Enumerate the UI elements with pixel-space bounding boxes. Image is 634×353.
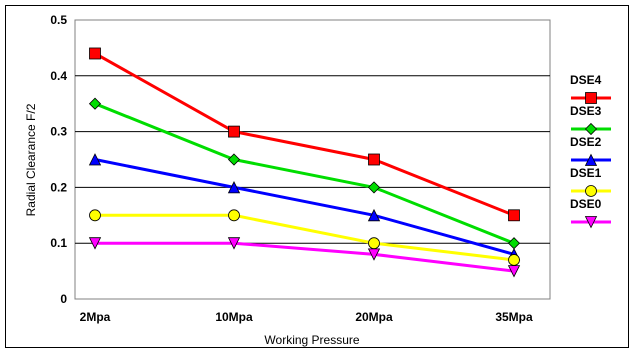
data-point: [228, 125, 240, 138]
data-point: [227, 153, 241, 166]
series-dse0: [88, 237, 521, 278]
data-point: [88, 237, 102, 250]
x-tick-label: 2Mpa: [80, 310, 111, 324]
legend-item: DSE0: [570, 197, 611, 229]
legend-swatch-marker: [584, 153, 598, 166]
legend-swatch-marker: [585, 92, 597, 104]
y-tick-label: 0.5: [50, 13, 67, 27]
data-point: [89, 209, 101, 222]
data-point: [507, 265, 521, 278]
data-point: [227, 237, 241, 250]
data-point: [89, 47, 101, 60]
data-point: [367, 208, 381, 222]
y-tick-label: 0: [60, 292, 67, 306]
x-tick-label: 20Mpa: [355, 310, 393, 324]
x-axis-ticks: 2Mpa 10Mpa 20Mpa 35Mpa: [80, 310, 533, 324]
series-dse1: [89, 209, 520, 266]
legend-label: DSE0: [570, 197, 602, 211]
series-line: [94, 52, 515, 217]
data-point: [508, 209, 520, 222]
legend-item: DSE1: [570, 166, 611, 197]
x-tick-label: 35Mpa: [495, 310, 533, 324]
data-point: [368, 153, 380, 166]
data-point: [367, 181, 381, 194]
y-axis-ticks: 0 0.1 0.2 0.3 0.4 0.5: [50, 13, 67, 306]
plot-area: [74, 19, 551, 300]
x-tick-label: 10Mpa: [215, 310, 253, 324]
y-tick-label: 0.1: [50, 236, 67, 250]
y-axis-title: Radial Clearance F/2: [24, 103, 38, 216]
legend-item: DSE3: [570, 104, 611, 136]
series-line: [94, 158, 515, 256]
series-dse4: [89, 47, 520, 222]
legend-label: DSE1: [570, 166, 602, 180]
y-tick-label: 0.2: [50, 180, 67, 194]
y-tick-label: 0.4: [50, 69, 67, 83]
data-point: [367, 248, 381, 261]
data-point: [508, 254, 520, 266]
legend-label: DSE3: [570, 104, 602, 118]
data-point: [88, 97, 102, 110]
data-point: [88, 153, 102, 166]
data-point: [368, 237, 380, 250]
series-dse3: [88, 97, 521, 250]
data-point: [227, 181, 241, 194]
y-tick-label: 0.3: [50, 125, 67, 139]
data-point: [228, 209, 240, 222]
legend-label: DSE2: [570, 135, 602, 149]
series-line: [95, 241, 515, 273]
legend-swatch-marker: [585, 185, 597, 197]
legend-swatch-marker: [584, 122, 598, 136]
legend-label: DSE4: [570, 73, 602, 87]
series-line: [95, 213, 515, 262]
series-line: [94, 102, 515, 245]
legend-item: DSE4: [570, 73, 611, 104]
series-group: [88, 47, 521, 278]
legend-item: DSE2: [570, 135, 611, 166]
legend: DSE4 DSE3 DSE2 DSE1 DSE0: [570, 73, 611, 229]
x-axis-title: Working Pressure: [264, 333, 359, 347]
legend-swatch-marker: [584, 216, 598, 229]
